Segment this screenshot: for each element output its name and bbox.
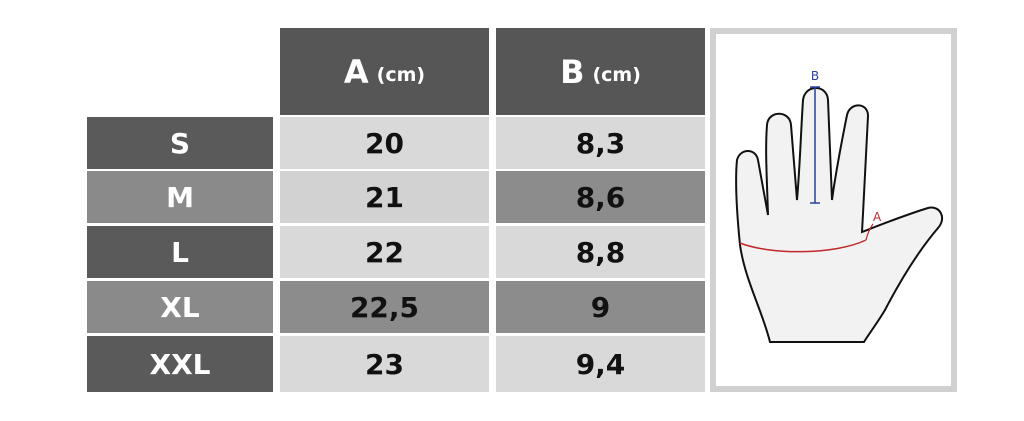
diagram-panel: B A bbox=[710, 28, 957, 392]
header-letter: B bbox=[560, 52, 585, 91]
size-a: 22 bbox=[280, 226, 489, 278]
size-a: 20 bbox=[280, 117, 489, 169]
header-unit: (cm) bbox=[592, 63, 641, 86]
size-label: XL bbox=[87, 281, 273, 333]
size-label: M bbox=[87, 171, 273, 223]
label-a: A bbox=[873, 210, 882, 224]
measure-a-line bbox=[739, 239, 867, 253]
size-label: S bbox=[87, 117, 273, 169]
size-b: 8,6 bbox=[496, 171, 705, 223]
hand-outline bbox=[735, 87, 943, 343]
size-b: 8,8 bbox=[496, 226, 705, 278]
size-b: 9,4 bbox=[496, 336, 705, 392]
size-a: 22,5 bbox=[280, 281, 489, 333]
column-header: B (cm) bbox=[496, 28, 705, 115]
size-a: 23 bbox=[280, 336, 489, 392]
size-b: 9 bbox=[496, 281, 705, 333]
column-header: A (cm) bbox=[280, 28, 489, 115]
size-label: XXL bbox=[87, 336, 273, 392]
measure-a-arrow bbox=[865, 223, 874, 241]
size-label: L bbox=[87, 226, 273, 278]
label-b: B bbox=[811, 69, 819, 83]
size-b: 8,3 bbox=[496, 117, 705, 169]
header-unit: (cm) bbox=[376, 63, 426, 86]
hand-diagram: B A bbox=[735, 69, 943, 343]
header-letter: A bbox=[343, 52, 369, 91]
size-a: 21 bbox=[280, 171, 489, 223]
